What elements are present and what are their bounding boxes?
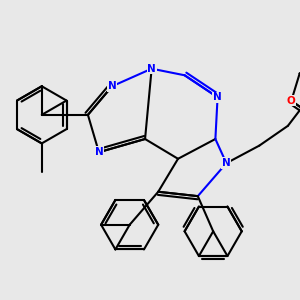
Text: O: O [287, 96, 296, 106]
Text: N: N [94, 147, 103, 157]
Text: N: N [222, 158, 231, 168]
Text: N: N [213, 92, 222, 102]
Text: N: N [108, 81, 116, 91]
Text: N: N [147, 64, 156, 74]
